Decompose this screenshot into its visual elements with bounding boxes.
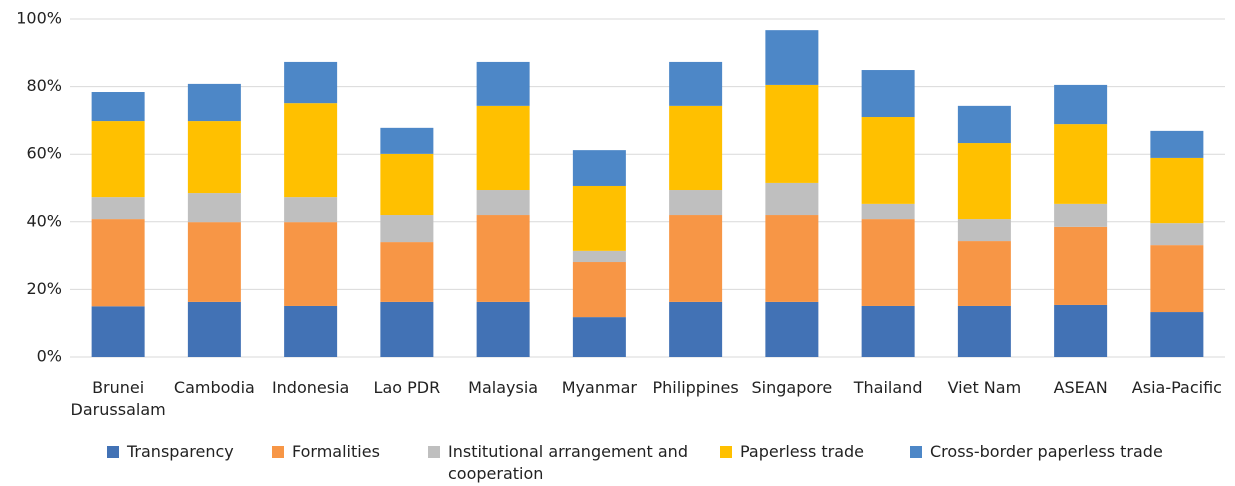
- legend-swatch: [910, 446, 922, 458]
- bar-segment: [187, 121, 241, 194]
- bar-segment: [572, 185, 626, 251]
- legend-swatch: [720, 446, 732, 458]
- bar-segment: [284, 61, 338, 104]
- bar-segment: [380, 153, 434, 216]
- legend-item: Cross-border paperless trade: [910, 441, 1210, 463]
- legend-label: Paperless trade: [740, 442, 865, 461]
- x-tick-label: Asia-Pacific: [1131, 378, 1222, 397]
- bar-segment: [1054, 84, 1108, 125]
- x-tick-label: Lao PDR: [373, 378, 441, 397]
- x-tick-label: Viet Nam: [947, 378, 1022, 397]
- bar-segment: [91, 92, 145, 122]
- y-tick-label: 40%: [26, 211, 62, 230]
- legend-swatch: [107, 446, 119, 458]
- y-tick-label: 20%: [26, 279, 62, 298]
- bar-segment: [669, 105, 723, 191]
- bar-segment: [476, 105, 530, 191]
- bar-segment: [284, 305, 338, 357]
- bar-segment: [861, 70, 915, 118]
- bar-segment: [861, 117, 915, 204]
- bar-segment: [669, 301, 723, 357]
- bar-segment: [1150, 245, 1204, 313]
- legend-item: Paperless trade: [720, 441, 890, 463]
- x-tick-label: Philippines: [652, 378, 739, 397]
- bar-segment: [187, 301, 241, 357]
- bar-segment: [957, 241, 1011, 306]
- bar-segment: [284, 222, 338, 306]
- bar-segment: [1150, 223, 1204, 246]
- bar-segment: [1054, 226, 1108, 305]
- legend-label: Formalities: [292, 442, 380, 461]
- bar-segment: [380, 127, 434, 154]
- x-tick-label: Malaysia: [468, 378, 539, 397]
- bar-segment: [1054, 203, 1108, 227]
- y-tick-label: 80%: [26, 76, 62, 95]
- y-tick-label: 60%: [26, 144, 62, 163]
- bar-segment: [572, 262, 626, 318]
- bar-segment: [669, 190, 723, 216]
- bar-segment: [476, 61, 530, 106]
- bar-segment: [861, 219, 915, 306]
- bar-segment: [765, 30, 819, 85]
- y-tick-label: 100%: [16, 9, 62, 28]
- legend-swatch: [428, 446, 440, 458]
- bar-segment: [91, 306, 145, 357]
- bar-segment: [91, 121, 145, 198]
- bar-segment: [957, 105, 1011, 144]
- x-tick-label: Indonesia: [271, 378, 350, 397]
- x-tick-label: Cambodia: [173, 378, 255, 397]
- bar-segment: [91, 197, 145, 220]
- bar-segment: [1054, 304, 1108, 357]
- legend-item: Institutional arrangement and cooperatio…: [428, 441, 698, 485]
- bar-segment: [1150, 157, 1204, 224]
- bar-segment: [380, 242, 434, 302]
- bar-segment: [91, 219, 145, 307]
- bar-segment: [957, 305, 1011, 357]
- bar-segment: [765, 84, 819, 183]
- bar-segment: [1150, 312, 1204, 357]
- bar-segment: [380, 215, 434, 243]
- x-tick-label: Myanmar: [561, 378, 637, 397]
- bar-segment: [187, 83, 241, 122]
- bar-segment: [187, 193, 241, 223]
- legend-label: Cross-border paperless trade: [930, 442, 1163, 461]
- y-tick-label: 0%: [37, 347, 62, 366]
- bar-segment: [861, 203, 915, 220]
- bar-segment: [572, 317, 626, 357]
- legend-item: Formalities: [272, 441, 412, 463]
- bar-segment: [284, 197, 338, 223]
- bar-segment: [957, 143, 1011, 220]
- bar-segment: [765, 215, 819, 302]
- bar-segment: [284, 103, 338, 198]
- bar-segment: [957, 219, 1011, 242]
- bar-segment: [669, 61, 723, 106]
- bar-segment: [476, 301, 530, 357]
- bar-segment: [765, 301, 819, 357]
- bar-segment: [572, 150, 626, 186]
- legend-item: Transparency: [107, 441, 257, 463]
- x-tick-label: Brunei Darussalam: [70, 378, 166, 419]
- bar-segment: [476, 215, 530, 302]
- bar-segment: [572, 250, 626, 263]
- bar-segment: [187, 222, 241, 302]
- bar-segment: [669, 215, 723, 302]
- bar-segment: [380, 301, 434, 357]
- bar-segment: [765, 182, 819, 216]
- x-tick-label: Singapore: [751, 378, 833, 397]
- legend-swatch: [272, 446, 284, 458]
- x-tick-label: ASEAN: [1053, 378, 1108, 397]
- bar-segment: [861, 305, 915, 357]
- legend-label: Transparency: [127, 442, 234, 461]
- bar-segment: [476, 190, 530, 216]
- x-tick-label: Thailand: [853, 378, 923, 397]
- legend-label: Institutional arrangement and cooperatio…: [448, 442, 688, 483]
- bar-segment: [1054, 124, 1108, 204]
- bar-segment: [1150, 130, 1204, 158]
